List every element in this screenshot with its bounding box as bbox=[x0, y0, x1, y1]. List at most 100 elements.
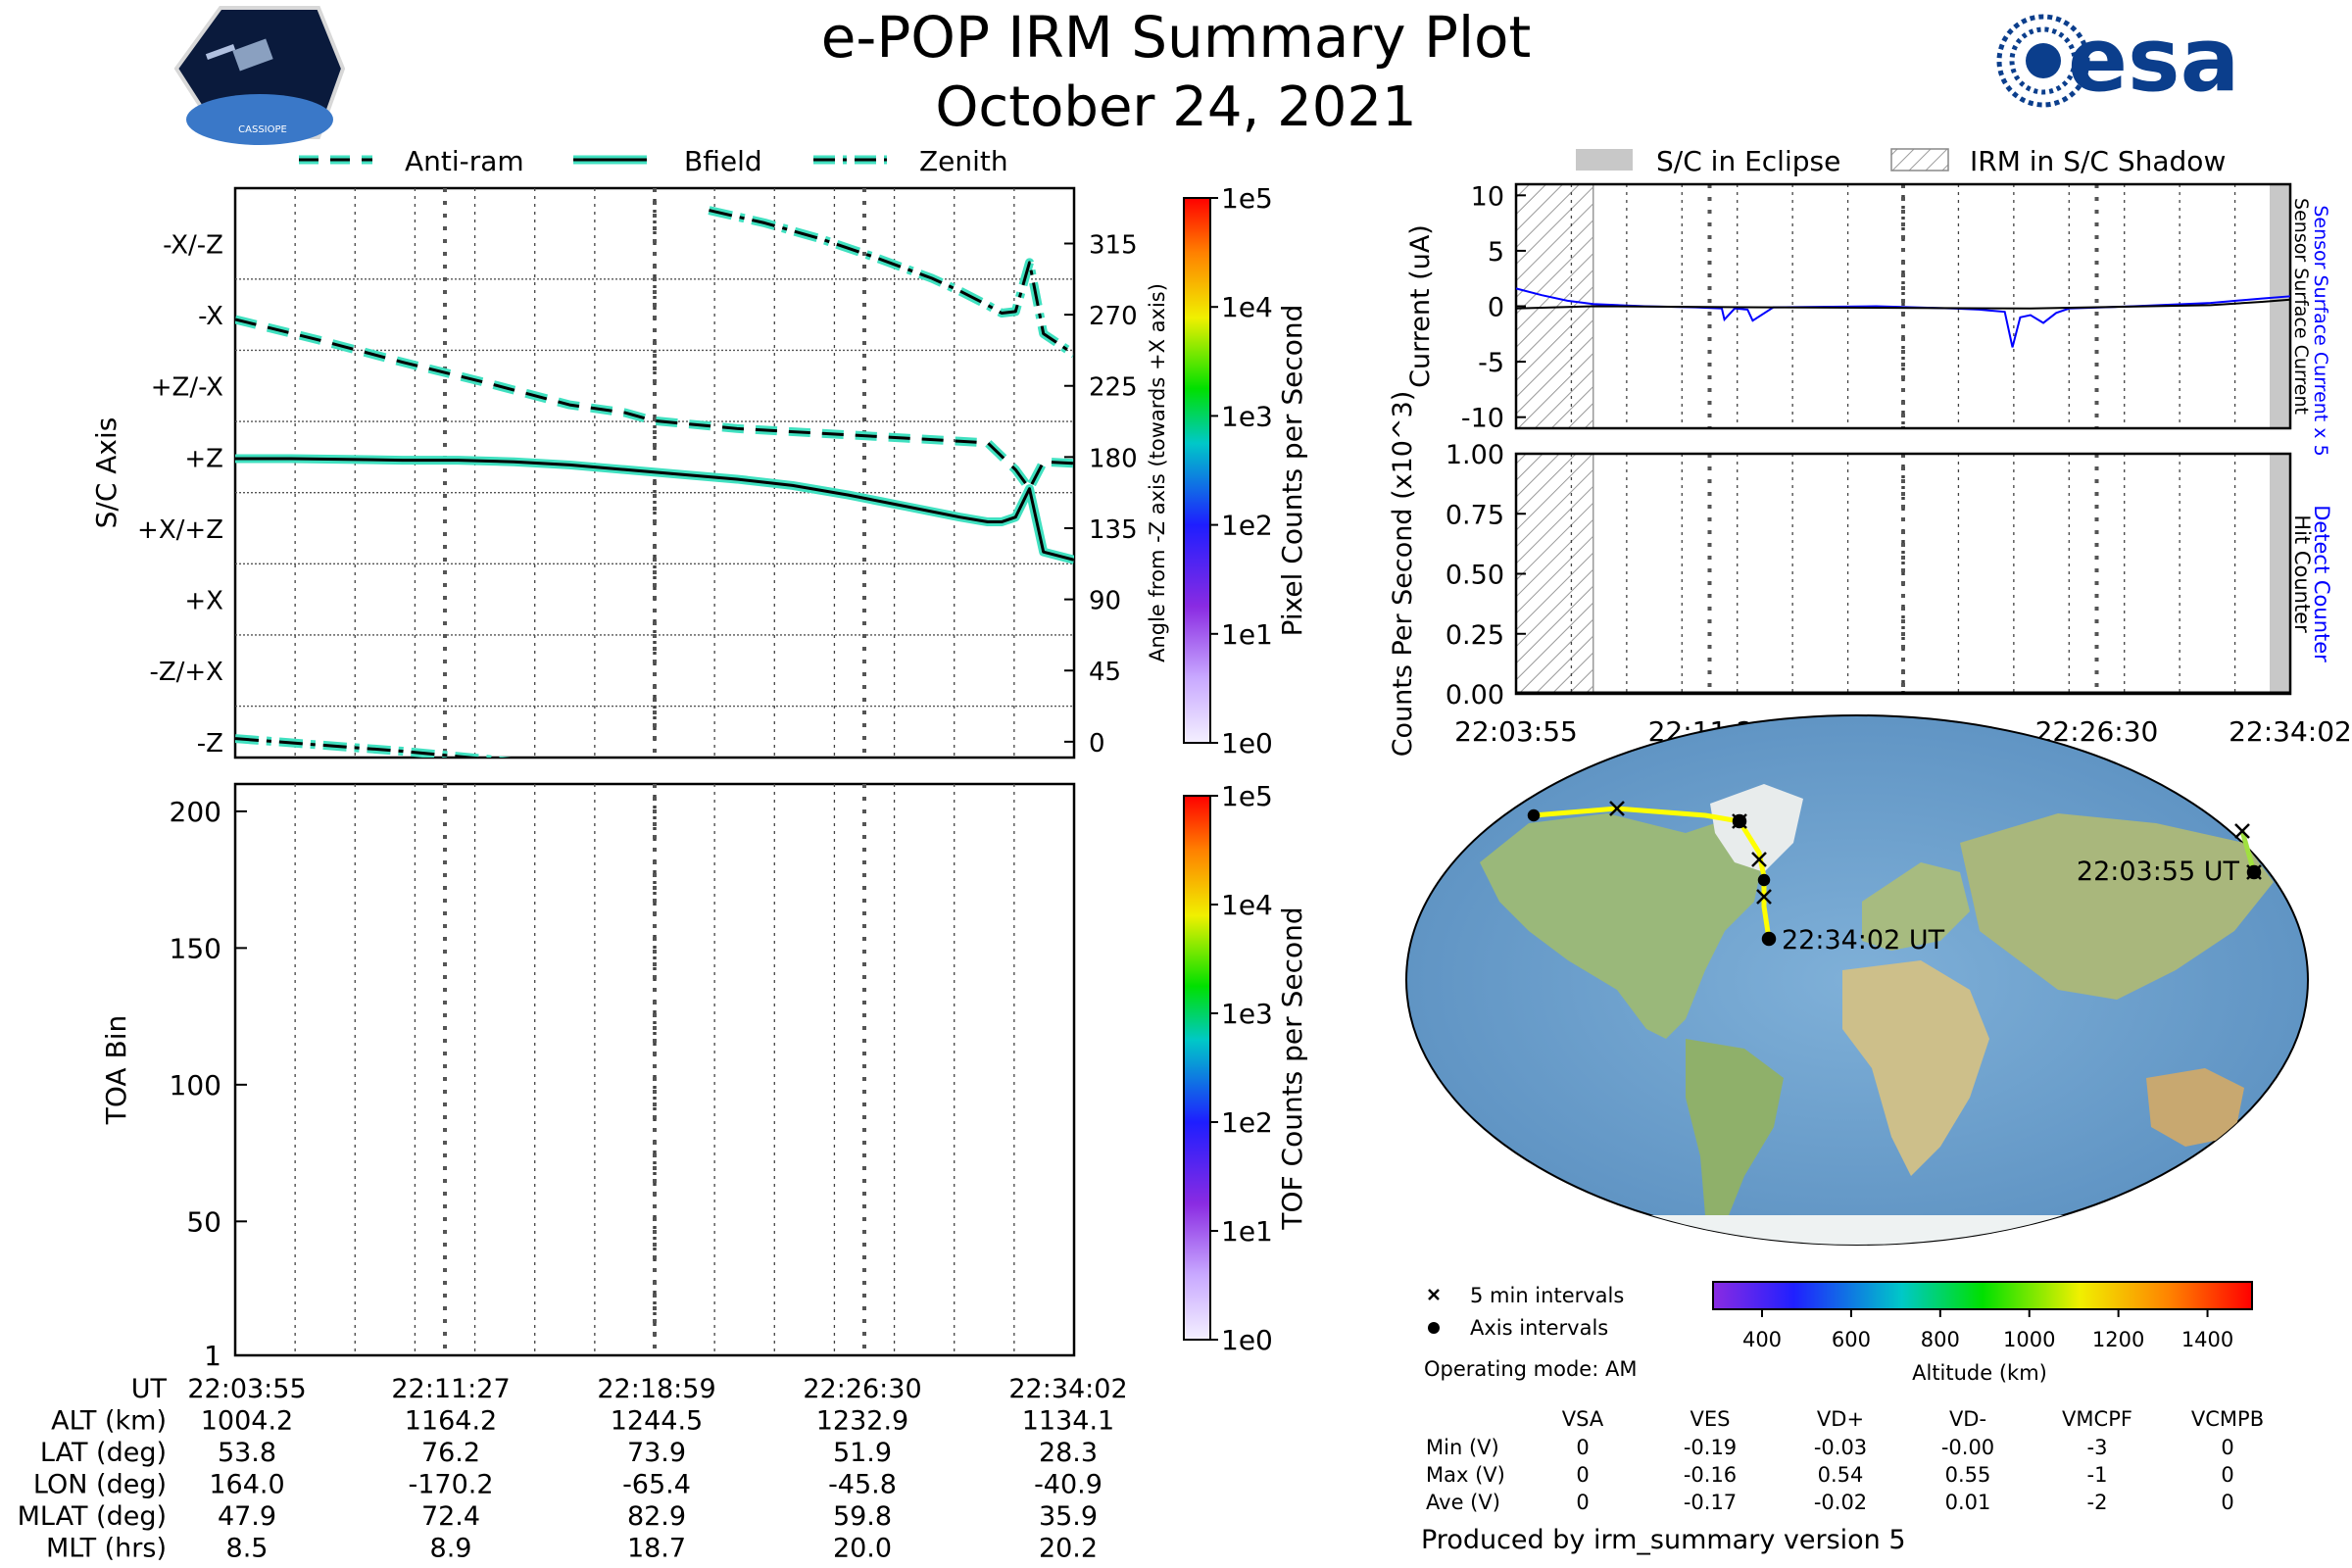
altitude-tick-label: 800 bbox=[1921, 1328, 1960, 1351]
time-tick-label: 22:03:55 bbox=[1454, 715, 1578, 748]
ephem-cell: 18.7 bbox=[627, 1534, 686, 1564]
legend-shadow: IRM in S/C Shadow bbox=[1970, 145, 2226, 177]
ephem-cell: 22:11:27 bbox=[391, 1374, 510, 1404]
counts-panel: 0.00 0.25 0.50 0.75 1.00 Counts Per Second (x… bbox=[1388, 391, 2352, 758]
tick-label-right: 225 bbox=[1089, 373, 1138, 403]
voltage-cell: 0.01 bbox=[1945, 1491, 1991, 1514]
voltage-cell: -0.19 bbox=[1684, 1436, 1737, 1459]
ephem-cell: 20.0 bbox=[833, 1534, 892, 1564]
ephem-cell: 53.8 bbox=[218, 1438, 276, 1468]
colorbar-tick-label: 1e4 bbox=[1221, 889, 1273, 921]
orbit-end-label: 22:34:02 UT bbox=[1782, 925, 1945, 956]
current-right-label-blue: Sensor Surface Current x 5 bbox=[2310, 205, 2331, 456]
pixel-colorbar: 1e0 1e1 1e2 1e3 1e4 1e5 Pixel Counts per Seco… bbox=[1183, 182, 1308, 760]
ephem-cell: 1164.2 bbox=[405, 1406, 497, 1437]
ephem-cell: 22:26:30 bbox=[803, 1374, 921, 1404]
voltage-cell: -1 bbox=[2087, 1463, 2108, 1487]
tof-colorbar-label: TOF Counts per Second bbox=[1276, 906, 1308, 1230]
pixel-colorbar-label: Pixel Counts per Second bbox=[1276, 305, 1308, 637]
time-tick-label: 22:34:02 bbox=[2229, 715, 2352, 748]
voltage-cell: -0.02 bbox=[1814, 1491, 1867, 1514]
legend-axis: Axis intervals bbox=[1470, 1316, 1608, 1340]
attitude-ylabel-right: Angle from -Z axis (towards +X axis) bbox=[1146, 283, 1169, 662]
altitude-tick-label: 1000 bbox=[2003, 1328, 2055, 1351]
ephem-cell: -170.2 bbox=[408, 1470, 493, 1500]
ephem-row-label: MLAT (deg) bbox=[18, 1501, 167, 1532]
tick-label-left: 1.00 bbox=[1446, 440, 1504, 470]
altitude-tick-label: 600 bbox=[1832, 1328, 1871, 1351]
ephem-cell: -65.4 bbox=[622, 1470, 691, 1500]
colorbar-tick-label: 1e5 bbox=[1221, 780, 1273, 812]
shading-legend: S/C in Eclipse IRM in S/C Shadow bbox=[1576, 145, 2226, 177]
voltage-cell: -0.03 bbox=[1814, 1436, 1867, 1459]
tick-label-left: 0.25 bbox=[1446, 620, 1504, 651]
tick-label-right: 270 bbox=[1089, 302, 1138, 331]
altitude-colorbar: 400 600 800 1000 1200 1400 Altitude (km) bbox=[1712, 1281, 2253, 1385]
colorbar-tick-label: 1e2 bbox=[1221, 1106, 1273, 1139]
voltage-table: VSA VES VD+ VD- VMCPF VCMPB Min (V) 0 -0.19 -0.03… bbox=[1426, 1407, 2264, 1514]
esa-logo-text: esa bbox=[2068, 9, 2239, 112]
ephem-row-label: ALT (km) bbox=[51, 1406, 167, 1437]
shadow-span bbox=[1515, 453, 1594, 695]
voltage-header: VES bbox=[1690, 1407, 1731, 1431]
ephem-cell: 22:18:59 bbox=[597, 1374, 715, 1404]
voltage-header: VCMPB bbox=[2191, 1407, 2264, 1431]
ephem-cell: -40.9 bbox=[1034, 1470, 1102, 1500]
current-right-label-black: Sensor Surface Current bbox=[2290, 198, 2312, 415]
colorbar-tick-label: 1e0 bbox=[1221, 1324, 1273, 1356]
ephem-cell: 8.9 bbox=[430, 1534, 472, 1564]
cassiope-logo-label: CASSIOPE bbox=[238, 124, 287, 135]
counts-ylabel: Counts Per Second (x10^3) bbox=[1388, 391, 1418, 758]
tick-label-left: 100 bbox=[170, 1069, 221, 1102]
colorbar-tick-label: 1e0 bbox=[1221, 727, 1273, 760]
voltage-cell: -0.17 bbox=[1684, 1491, 1737, 1514]
attitude-panel: -Z 0 -Z/+X 45 +X 90 +X/+Z 135 +Z 180 +Z/-X 225 -X 270… bbox=[90, 186, 1169, 760]
axis-label-left: +Z/-X bbox=[151, 373, 223, 403]
axis-label-left: +Z bbox=[184, 444, 223, 473]
colorbar-tick-label: 1e1 bbox=[1221, 1215, 1273, 1248]
legend-bfield: Bfield bbox=[684, 145, 762, 177]
header: e-POP IRM Summary Plot October 24, 2021 bbox=[821, 4, 1532, 139]
eclipse-span bbox=[2270, 184, 2290, 428]
voltage-header: VMCPF bbox=[2062, 1407, 2132, 1431]
attitude-ylabel: S/C Axis bbox=[90, 417, 122, 529]
footer-credit: Produced by irm_summary version 5 bbox=[1421, 1525, 1906, 1555]
altitude-colorbar-label: Altitude (km) bbox=[1912, 1361, 2047, 1385]
legend-antiram: Anti-ram bbox=[405, 145, 524, 177]
voltage-header: VD+ bbox=[1817, 1407, 1864, 1431]
axis-label-left: -Z/+X bbox=[149, 658, 223, 687]
colorbar-tick-label: 1e4 bbox=[1221, 291, 1273, 323]
legend-eclipse: S/C in Eclipse bbox=[1656, 145, 1840, 177]
ephem-cell: 22:03:55 bbox=[187, 1374, 306, 1404]
voltage-cell: 0 bbox=[1576, 1436, 1589, 1459]
tick-label-left: 1 bbox=[204, 1340, 221, 1372]
tick-label-right: 315 bbox=[1089, 230, 1138, 260]
ephem-cell: 1004.2 bbox=[201, 1406, 293, 1437]
map-legend: 5 min intervals Axis intervals Operating… bbox=[1424, 1284, 1637, 1381]
tick-label-left: -5 bbox=[1478, 348, 1504, 378]
current-panel: -10 -5 0 5 10 Current (uA) Sensor Surface Curr… bbox=[1405, 181, 2331, 456]
voltage-cell: 0 bbox=[1576, 1491, 1589, 1514]
altitude-tick-label: 1400 bbox=[2181, 1328, 2233, 1351]
ephem-cell: 20.2 bbox=[1039, 1534, 1098, 1564]
trace-legend: Anti-ram Bfield Zenith bbox=[299, 145, 1008, 177]
orbit-start-label: 22:03:55 UT bbox=[2077, 857, 2240, 887]
ephem-cell: 1232.9 bbox=[816, 1406, 908, 1437]
series-zenith bbox=[235, 737, 485, 758]
tick-label-left: 0.50 bbox=[1446, 561, 1504, 591]
esa-logo: esa bbox=[1996, 9, 2239, 112]
ephem-cell: 51.9 bbox=[833, 1438, 892, 1468]
ephem-cell: 1244.5 bbox=[611, 1406, 703, 1437]
series-zenith-halo bbox=[708, 206, 1074, 359]
tick-label-right: 45 bbox=[1089, 658, 1121, 687]
tick-label-right: 180 bbox=[1089, 444, 1138, 473]
ephem-cell: 72.4 bbox=[421, 1501, 480, 1532]
voltage-cell: 0.54 bbox=[1818, 1463, 1864, 1487]
voltage-cell: -3 bbox=[2087, 1436, 2108, 1459]
tick-label-left: 0 bbox=[1488, 293, 1504, 323]
altitude-tick-label: 1200 bbox=[2092, 1328, 2144, 1351]
ephem-cell: 82.9 bbox=[627, 1501, 686, 1532]
voltage-cell: -2 bbox=[2087, 1491, 2108, 1514]
tick-label-left: -10 bbox=[1461, 404, 1504, 434]
